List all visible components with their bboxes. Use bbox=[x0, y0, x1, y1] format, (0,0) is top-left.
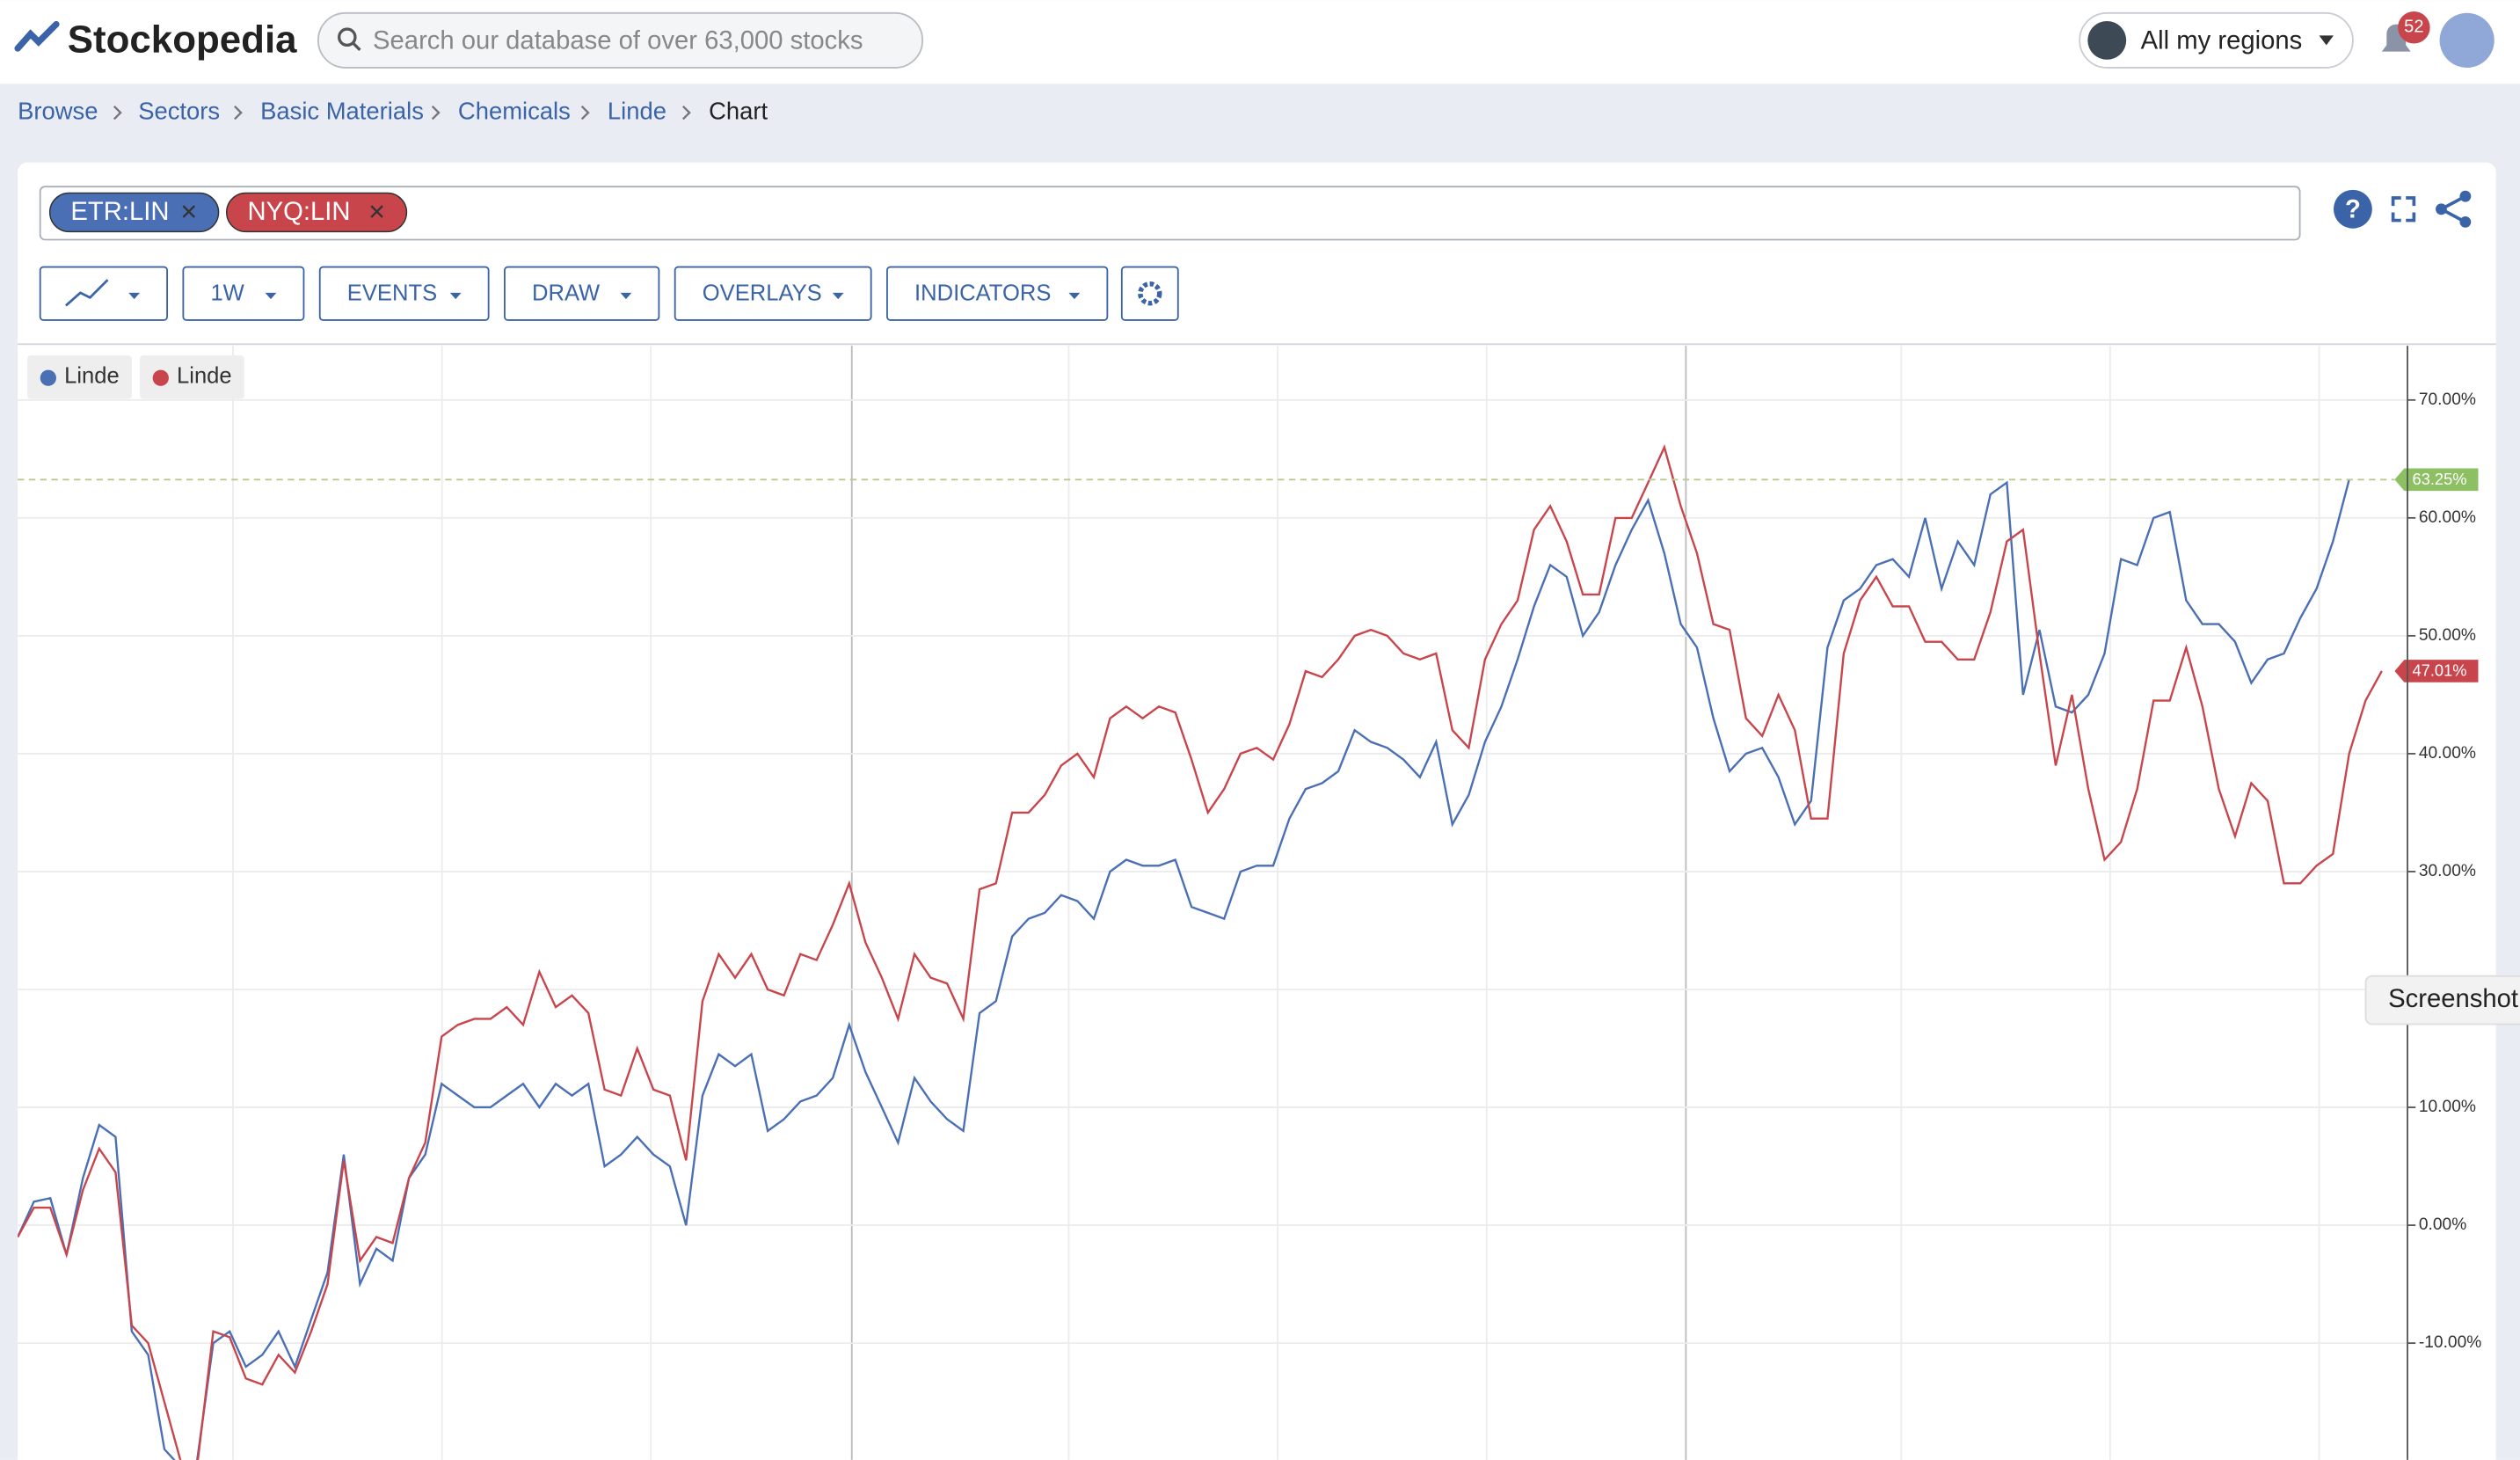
help-icon[interactable] bbox=[2333, 189, 2372, 229]
legend-item[interactable] bbox=[140, 355, 244, 399]
region-select[interactable] bbox=[2079, 11, 2354, 69]
legend-label: Linde bbox=[177, 364, 232, 389]
chevron bbox=[113, 105, 122, 120]
avatar[interactable] bbox=[2439, 12, 2495, 68]
ticker-label: ETR:LIN bbox=[70, 198, 169, 226]
logo-icon bbox=[14, 20, 60, 52]
line-icon bbox=[65, 279, 109, 307]
ticker-tag[interactable] bbox=[225, 192, 408, 233]
share-icon bbox=[2436, 203, 2447, 215]
toolbar-button[interactable] bbox=[318, 266, 490, 321]
region-label: All my regions bbox=[2141, 26, 2303, 55]
chevron bbox=[234, 105, 243, 120]
y-tick-label: 40.00% bbox=[2419, 744, 2476, 763]
legend-label: Linde bbox=[64, 364, 120, 389]
caret bbox=[1068, 292, 1081, 300]
tooltip-text: Screenshot bbox=[2388, 985, 2518, 1013]
legend: Linde Linde bbox=[27, 355, 244, 399]
breadcrumb: Chart bbox=[709, 97, 768, 124]
tooltip bbox=[2364, 975, 2520, 1026]
series-line bbox=[18, 444, 2383, 1460]
breadcrumb[interactable]: Chemicals bbox=[458, 97, 571, 124]
gear-icon bbox=[1138, 281, 1162, 306]
breadcrumb[interactable]: Browse bbox=[18, 97, 98, 124]
y-tick-label: 30.00% bbox=[2419, 862, 2476, 880]
last-value-label: 63.25% bbox=[2413, 470, 2467, 488]
toolbar-label: EVENTS bbox=[347, 281, 437, 305]
legend-item[interactable] bbox=[27, 355, 132, 399]
globe-icon bbox=[2087, 20, 2127, 60]
chevron bbox=[580, 105, 590, 120]
badge bbox=[2398, 11, 2430, 44]
toolbar: 1W EVENTS DRAW OVERLAYS INDICATORS bbox=[182, 266, 1109, 321]
badge-count: 52 bbox=[2404, 18, 2423, 37]
toolbar-label: DRAW bbox=[532, 281, 601, 305]
chevron bbox=[681, 105, 691, 120]
y-tick-label: 10.00% bbox=[2419, 1098, 2476, 1116]
y-tick-label: -10.00% bbox=[2419, 1333, 2481, 1352]
fullscreen-icon[interactable] bbox=[2391, 196, 2416, 223]
ticker-tags: ETR:LIN NYQ:LIN bbox=[48, 192, 408, 233]
help-glyph: ? bbox=[2345, 195, 2361, 223]
ticker-input[interactable] bbox=[39, 186, 2301, 241]
toolbar-button[interactable] bbox=[504, 266, 660, 321]
toolbar-button[interactable] bbox=[886, 266, 1109, 321]
share-icon bbox=[2459, 216, 2472, 228]
search-box[interactable] bbox=[317, 11, 924, 69]
chevron bbox=[431, 105, 441, 120]
chart-type-button[interactable] bbox=[39, 266, 169, 321]
last-value-tag bbox=[2394, 468, 2479, 492]
search-icon bbox=[338, 27, 357, 47]
settings-button[interactable] bbox=[1120, 266, 1179, 321]
remove-icon[interactable] bbox=[182, 205, 196, 218]
share-icon bbox=[2459, 190, 2472, 202]
ticker-tag[interactable] bbox=[48, 192, 220, 233]
caret bbox=[2319, 35, 2334, 46]
last-value-label: 47.01% bbox=[2413, 661, 2467, 680]
search-placeholder: Search our database of over 63,000 stock… bbox=[373, 26, 863, 55]
toolbar-button[interactable] bbox=[674, 266, 872, 321]
y-tick-label: 0.00% bbox=[2419, 1215, 2466, 1234]
search-icon bbox=[352, 42, 361, 52]
breadcrumbs: Browse Sectors Basic Materials Chemicals Lin… bbox=[18, 97, 768, 124]
toolbar-label: 1W bbox=[210, 281, 244, 305]
caret bbox=[449, 292, 462, 300]
logo[interactable]: Stockopedia bbox=[68, 18, 297, 61]
chart-card bbox=[18, 162, 2496, 1460]
breadcrumb[interactable]: Basic Materials bbox=[260, 97, 424, 124]
toolbar-button[interactable] bbox=[182, 266, 305, 321]
caret bbox=[620, 292, 632, 300]
ticker-label: NYQ:LIN bbox=[247, 198, 350, 226]
plot: -10.00%0.00%10.00%20.00%30.00%40.00%50.0… bbox=[18, 391, 2481, 1460]
legend-swatch bbox=[152, 369, 169, 386]
last-value-tag bbox=[2394, 660, 2479, 683]
caret bbox=[128, 292, 141, 300]
y-tick-label: 50.00% bbox=[2419, 626, 2476, 645]
vertical-grid bbox=[232, 346, 2320, 1460]
remove-icon[interactable] bbox=[370, 205, 383, 218]
breadcrumb[interactable]: Linde bbox=[608, 97, 666, 124]
y-tick-label: 60.00% bbox=[2419, 508, 2476, 527]
caret bbox=[832, 292, 844, 300]
toolbar-label: OVERLAYS bbox=[703, 281, 822, 305]
legend-swatch bbox=[40, 369, 56, 386]
breadcrumb[interactable]: Sectors bbox=[138, 97, 220, 124]
caret bbox=[265, 292, 277, 300]
y-tick-label: 70.00% bbox=[2419, 391, 2476, 409]
toolbar-label: INDICATORS bbox=[914, 281, 1051, 305]
